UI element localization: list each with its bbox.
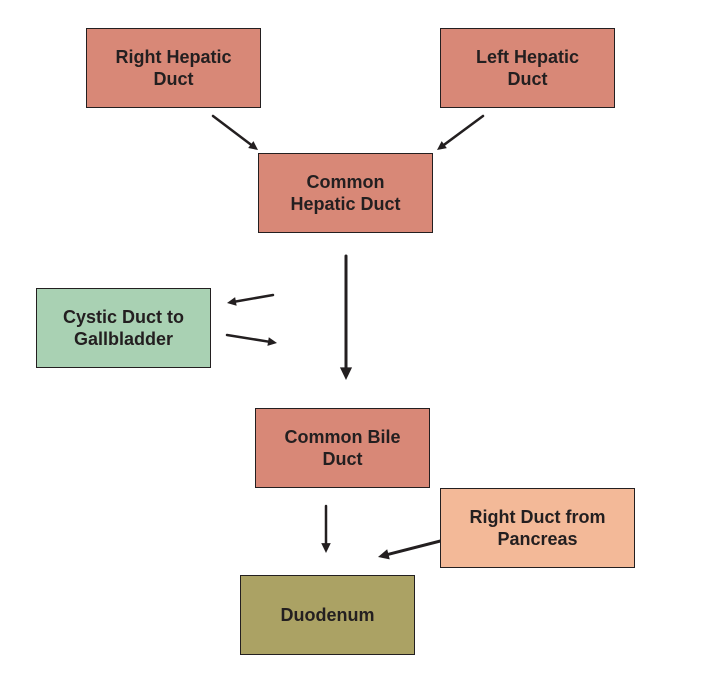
node-label: Right Duct fromPancreas xyxy=(470,506,606,551)
node-duodenum: Duodenum xyxy=(240,575,415,655)
node-label: Right HepaticDuct xyxy=(115,46,231,91)
node-pancreas: Right Duct fromPancreas xyxy=(440,488,635,568)
node-common-hepatic: CommonHepatic Duct xyxy=(258,153,433,233)
node-label: Left HepaticDuct xyxy=(476,46,579,91)
node-right-hepatic: Right HepaticDuct xyxy=(86,28,261,108)
node-label: CommonHepatic Duct xyxy=(290,171,400,216)
node-common-bile: Common BileDuct xyxy=(255,408,430,488)
node-label: Duodenum xyxy=(281,604,375,627)
node-label: Cystic Duct toGallbladder xyxy=(63,306,184,351)
node-label: Common BileDuct xyxy=(284,426,400,471)
node-left-hepatic: Left HepaticDuct xyxy=(440,28,615,108)
diagram-canvas: Right HepaticDuct Left HepaticDuct CommonH… xyxy=(0,0,701,698)
node-cystic: Cystic Duct toGallbladder xyxy=(36,288,211,368)
